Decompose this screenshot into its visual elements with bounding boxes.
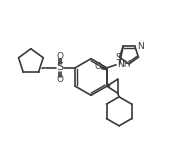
Text: O: O <box>56 75 63 84</box>
Text: O: O <box>56 52 63 61</box>
Text: S: S <box>56 62 64 72</box>
Text: NH: NH <box>118 60 131 69</box>
Text: O: O <box>95 62 102 71</box>
Text: N: N <box>137 42 143 51</box>
Text: S: S <box>115 53 121 62</box>
